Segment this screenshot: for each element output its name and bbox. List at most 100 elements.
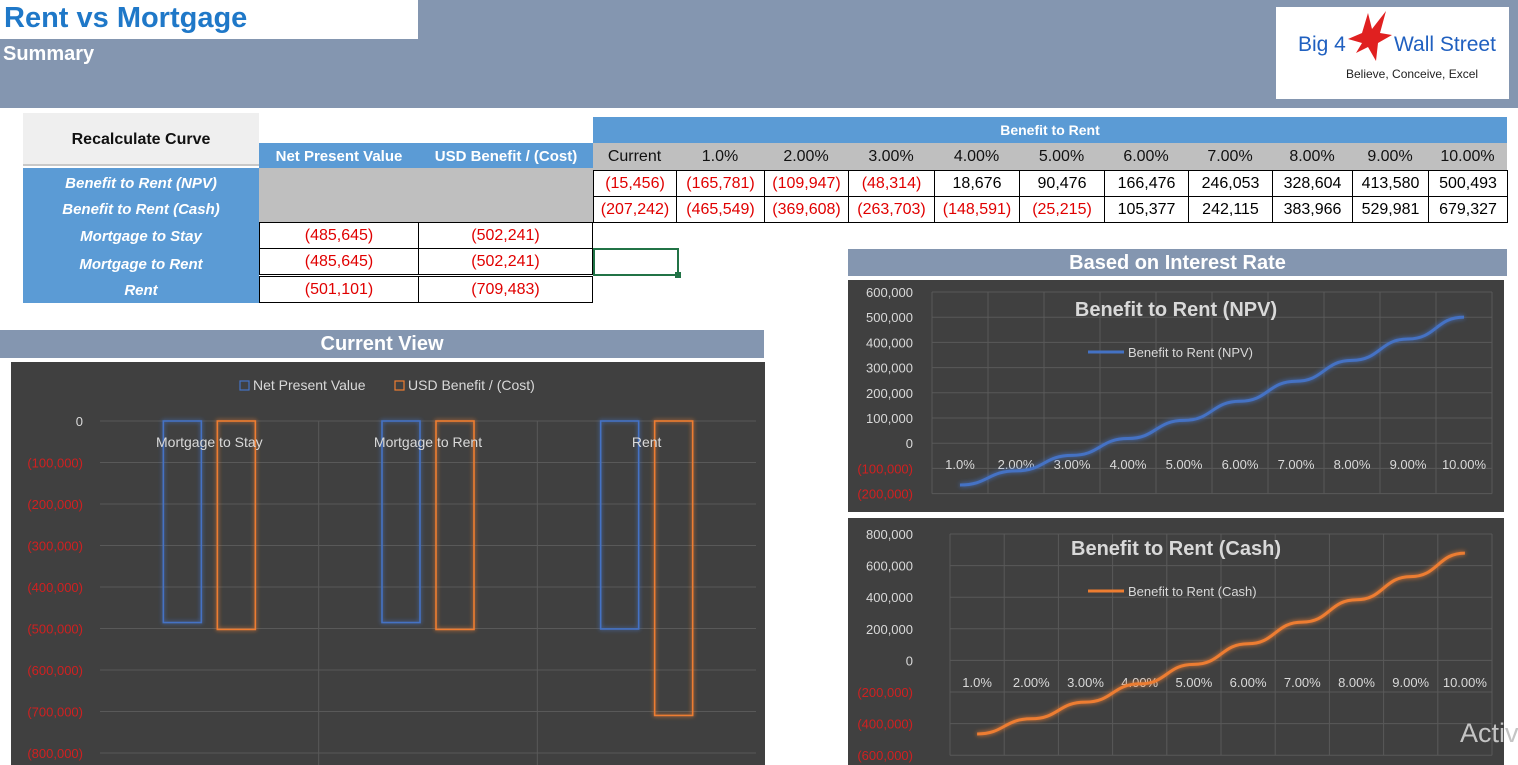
y-tick-label: 300,000 <box>866 361 913 376</box>
x-tick-label: 8.00% <box>1338 675 1375 690</box>
cash-cell-3[interactable]: (263,703) <box>848 196 935 223</box>
series-line <box>959 315 1465 487</box>
cash-cell-8[interactable]: 383,966 <box>1272 196 1353 223</box>
npv-chart[interactable]: 600,000 500,000 400,000 300,000 200,000 100,0… <box>848 280 1504 512</box>
cell-rent-usd[interactable]: (709,483) <box>418 276 593 303</box>
row-label-block <box>23 168 259 303</box>
legend-swatch <box>239 380 250 391</box>
x-tick-label: 3.00% <box>1054 457 1091 472</box>
cash-cell-4[interactable]: (148,591) <box>934 196 1020 223</box>
cash-chart-svg: 800,000 600,000 400,000 200,000 0 (200,000) (4… <box>857 527 1493 763</box>
y-tick-label: 0 <box>906 653 913 668</box>
y-tick-label: (200,000) <box>857 487 913 502</box>
cash-cell-6[interactable]: 105,377 <box>1104 196 1189 223</box>
title-box: Rent vs Mortgage <box>0 0 418 39</box>
cash-cell-0[interactable]: (207,242) <box>593 196 677 223</box>
y-tick-label: 0 <box>76 414 83 429</box>
x-tick-label: 3.00% <box>1067 675 1104 690</box>
rate-header-3: 3.00% <box>868 148 914 165</box>
cash-cell-7[interactable]: 242,115 <box>1188 196 1273 223</box>
company-logo: Big 4 Wall Street Believe, Conceive, Exc… <box>1276 7 1509 99</box>
chart-title: Benefit to Rent (NPV) <box>1075 299 1277 321</box>
y-tick-label: (300,000) <box>27 539 83 554</box>
rate-header-8: 8.00% <box>1289 148 1335 165</box>
y-tick-label: 200,000 <box>866 386 913 401</box>
y-tick-label: 200,000 <box>866 622 913 637</box>
npv-cell-9[interactable]: 413,580 <box>1352 170 1429 197</box>
eagle-icon <box>1348 11 1392 61</box>
x-tick-label: 10.00% <box>1442 457 1487 472</box>
cell-rent-mort-npv[interactable]: (485,645) <box>259 248 419 275</box>
y-tick-label: (100,000) <box>27 456 83 471</box>
rate-header-0: Current <box>607 148 662 165</box>
x-tick-label: 6.00% <box>1222 457 1259 472</box>
npv-cell-0[interactable]: (15,456) <box>593 170 677 197</box>
bar-net-present-value-0 <box>162 420 203 624</box>
legend-swatch <box>394 380 405 391</box>
y-tick-label: 600,000 <box>866 285 913 300</box>
y-tick-label: 800,000 <box>866 527 913 542</box>
y-tick-label: 0 <box>906 436 913 451</box>
cell-rent-npv[interactable]: (501,101) <box>259 276 419 303</box>
chart-title: Benefit to Rent (Cash) <box>1071 538 1281 560</box>
x-tick-label: 9.00% <box>1392 675 1429 690</box>
x-tick-label: 8.00% <box>1334 457 1371 472</box>
interest-rate-header: Based on Interest Rate <box>848 249 1507 276</box>
y-tick-label: (800,000) <box>27 746 83 761</box>
npv-cell-6[interactable]: 166,476 <box>1104 170 1189 197</box>
npv-cell-8[interactable]: 328,604 <box>1272 170 1353 197</box>
npv-cell-5[interactable]: 90,476 <box>1019 170 1105 197</box>
cash-cell-5[interactable]: (25,215) <box>1019 196 1105 223</box>
series-line <box>977 551 1465 736</box>
rate-header-7: 7.00% <box>1207 148 1253 165</box>
page-subtitle: Summary <box>3 43 95 65</box>
cell-stay-npv[interactable]: (485,645) <box>259 222 419 249</box>
row-label-mortgage-rent: Mortgage to Rent <box>79 256 203 273</box>
y-tick-label: (400,000) <box>27 580 83 595</box>
current-view-chart[interactable]: 0 (100,000) (200,000) (300,000) (400,000) (50… <box>11 362 765 765</box>
activation-watermark: Activ <box>1460 718 1518 748</box>
npv-cell-10[interactable]: 500,493 <box>1428 170 1508 197</box>
cash-chart[interactable]: 800,000 600,000 400,000 200,000 0 (200,000) (4… <box>848 518 1504 765</box>
legend-label: Net Present Value <box>253 377 366 393</box>
bar-usd-benefit-cost--2 <box>653 420 694 717</box>
row-label-rent: Rent <box>124 282 158 299</box>
rate-header-10: 10.00% <box>1440 148 1495 165</box>
rate-header-5: 5.00% <box>1038 148 1085 165</box>
category-label: Mortgage to Rent <box>374 434 482 450</box>
cash-cell-2[interactable]: (369,608) <box>764 196 849 223</box>
npv-chart-svg: 600,000 500,000 400,000 300,000 200,000 100,0… <box>857 285 1493 502</box>
npv-cell-7[interactable]: 246,053 <box>1188 170 1273 197</box>
npv-cell-3[interactable]: (48,314) <box>848 170 935 197</box>
cash-cell-10[interactable]: 679,327 <box>1428 196 1508 223</box>
fill-handle[interactable] <box>675 272 681 278</box>
npv-cell-2[interactable]: (109,947) <box>764 170 849 197</box>
recalculate-curve-button[interactable]: Recalculate Curve <box>23 113 259 166</box>
row-label-mortgage-stay: Mortgage to Stay <box>80 228 202 245</box>
logo-brand-right: Wall Street <box>1394 33 1496 56</box>
y-tick-label: 500,000 <box>866 310 913 325</box>
y-tick-label: 600,000 <box>866 559 913 574</box>
rate-header-2: 2.00% <box>783 148 829 165</box>
npv-cell-4[interactable]: 18,676 <box>934 170 1020 197</box>
x-tick-label: 5.00% <box>1166 457 1203 472</box>
cell-stay-usd[interactable]: (502,241) <box>418 222 593 249</box>
bar-usd-benefit-cost--0 <box>216 420 257 631</box>
rate-header-6: 6.00% <box>1123 148 1169 165</box>
rate-header-row: Current 1.0% 2.00% 3.00% 4.00% 5.00% 6.00% 7.00… <box>593 143 1507 170</box>
cell-rent-mort-usd[interactable]: (502,241) <box>418 248 593 275</box>
cash-cell-1[interactable]: (465,549) <box>676 196 765 223</box>
selected-cell[interactable] <box>593 248 681 278</box>
logo-tagline: Believe, Conceive, Excel <box>1346 67 1479 81</box>
row-label-benefit-npv: Benefit to Rent (NPV) <box>65 175 217 192</box>
bar-net-present-value-1 <box>381 420 421 624</box>
bar-usd-benefit-cost--1 <box>435 420 475 631</box>
npv-cell-1[interactable]: (165,781) <box>676 170 765 197</box>
x-tick-label: 2.00% <box>998 457 1035 472</box>
y-tick-label: (700,000) <box>27 705 83 720</box>
y-tick-label: 400,000 <box>866 590 913 605</box>
x-tick-label: 2.00% <box>1013 675 1050 690</box>
cash-cell-9[interactable]: 529,981 <box>1352 196 1429 223</box>
y-tick-label: (600,000) <box>857 748 913 763</box>
y-tick-label: (400,000) <box>857 717 913 732</box>
